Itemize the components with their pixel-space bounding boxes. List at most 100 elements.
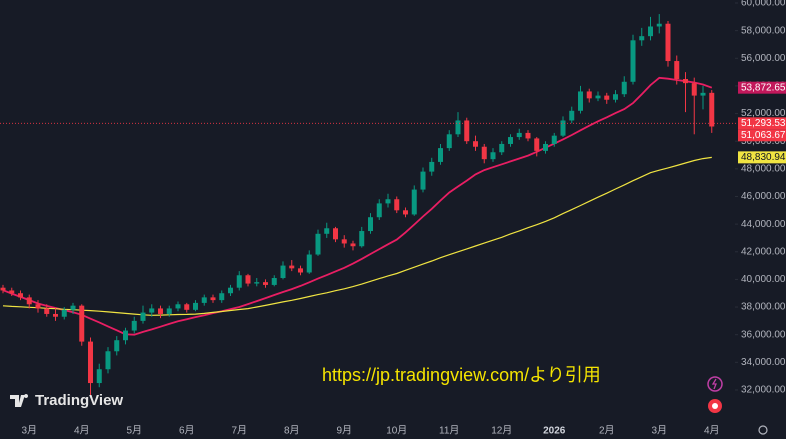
candle-body xyxy=(280,265,286,279)
alert-bolt xyxy=(711,378,717,390)
candle-body xyxy=(193,302,198,310)
candle-body xyxy=(359,231,365,247)
settings-icon[interactable] xyxy=(758,425,768,435)
candle-body xyxy=(438,148,443,162)
candle-body xyxy=(648,26,653,37)
candle-body xyxy=(123,330,128,341)
candle-body xyxy=(175,304,181,309)
candle-body xyxy=(219,293,225,301)
y-tick-label: 32,000.00 xyxy=(741,385,786,396)
candle-body xyxy=(158,308,163,314)
y-tick-label: 38,000.00 xyxy=(741,302,786,313)
candle-body xyxy=(683,79,688,84)
moving-average xyxy=(2,156,712,316)
candle-body xyxy=(341,239,347,244)
candle-body xyxy=(88,341,93,384)
x-tick-label: 5月 xyxy=(126,425,142,437)
candle-body xyxy=(9,290,15,294)
candle-body xyxy=(639,36,645,41)
candle-body xyxy=(70,305,76,310)
y-tick-label: 34,000.00 xyxy=(741,357,786,368)
candle-body xyxy=(0,287,6,291)
candle-body xyxy=(595,95,601,99)
y-tick-label: 46,000.00 xyxy=(741,191,786,202)
candle-body xyxy=(446,134,452,149)
candle-body xyxy=(324,228,330,234)
alert-icon[interactable] xyxy=(707,376,723,392)
x-tick-label: 4月 xyxy=(704,425,720,437)
candle-body xyxy=(350,243,356,247)
record-dot xyxy=(712,403,718,409)
logo-icon xyxy=(10,394,29,407)
candle-body xyxy=(674,61,680,80)
candle-body xyxy=(53,313,58,317)
candle-body xyxy=(105,351,111,370)
candle-body xyxy=(534,138,540,151)
candle-body xyxy=(315,233,321,255)
x-tick-label: 11月 xyxy=(439,425,459,437)
price-label-box xyxy=(738,81,786,94)
candle-body xyxy=(376,203,382,218)
y-tick-label: 44,000.00 xyxy=(741,219,786,230)
price-label: 51,293.53 xyxy=(741,118,786,129)
candle-body xyxy=(656,23,662,27)
candle-body xyxy=(96,369,102,384)
candle-body xyxy=(140,312,146,321)
candle-body xyxy=(560,120,566,136)
x-tick-label: 10月 xyxy=(386,425,407,437)
x-tick-label: 2026 xyxy=(543,426,566,437)
candle-body xyxy=(228,287,233,294)
y-tick-label: 52,000.00 xyxy=(741,108,786,119)
moving-average xyxy=(2,76,713,336)
candle-body xyxy=(79,305,85,342)
candle-body xyxy=(578,91,583,111)
price-label-box xyxy=(738,129,786,142)
y-tick-label: 36,000.00 xyxy=(741,329,786,340)
y-tick-label: 58,000.00 xyxy=(741,25,786,36)
x-tick-label: 7月 xyxy=(231,425,247,437)
source-note: https://jp.tradingview.com/より引用 xyxy=(322,365,601,385)
price-label-box xyxy=(738,151,786,164)
watermark: TradingView xyxy=(35,392,123,409)
x-tick-label: 9月 xyxy=(336,425,352,437)
candle-body xyxy=(368,217,373,232)
candle-body xyxy=(473,141,478,147)
x-tick-label: 4月 xyxy=(74,425,90,437)
candle-body xyxy=(481,146,487,160)
x-tick-label: 8月 xyxy=(284,425,300,437)
candle-body xyxy=(586,91,592,99)
candle-body xyxy=(403,210,408,215)
candle-body xyxy=(455,120,461,135)
candle-body xyxy=(289,265,295,269)
candle-body xyxy=(385,199,391,204)
candle-body xyxy=(490,152,496,160)
candle-body xyxy=(613,94,618,100)
candle-body xyxy=(35,304,41,309)
candle-body xyxy=(333,228,338,240)
candle-body xyxy=(691,83,697,96)
candle-body xyxy=(271,278,277,285)
candle-body xyxy=(298,268,303,273)
candle-body xyxy=(210,297,216,301)
candle-body xyxy=(464,120,470,142)
candle-body xyxy=(44,308,50,314)
y-tick-label: 56,000.00 xyxy=(741,53,786,64)
candle-body xyxy=(18,293,23,298)
candle-body xyxy=(263,282,268,285)
y-tick-label: 50,000.00 xyxy=(741,136,786,147)
price-label-box xyxy=(738,117,786,130)
candle-body xyxy=(551,135,557,144)
candle-body xyxy=(411,189,417,215)
candle-body xyxy=(604,95,610,100)
candle-body xyxy=(236,275,242,288)
x-tick-label: 3月 xyxy=(21,425,37,437)
candle-body xyxy=(499,143,505,153)
y-tick-label: 60,000.00 xyxy=(741,0,786,9)
price-label: 48,830.94 xyxy=(741,152,786,163)
candle-body xyxy=(525,132,531,139)
candle-body xyxy=(621,81,627,95)
candle-body xyxy=(516,132,522,138)
candle-body xyxy=(543,143,548,151)
